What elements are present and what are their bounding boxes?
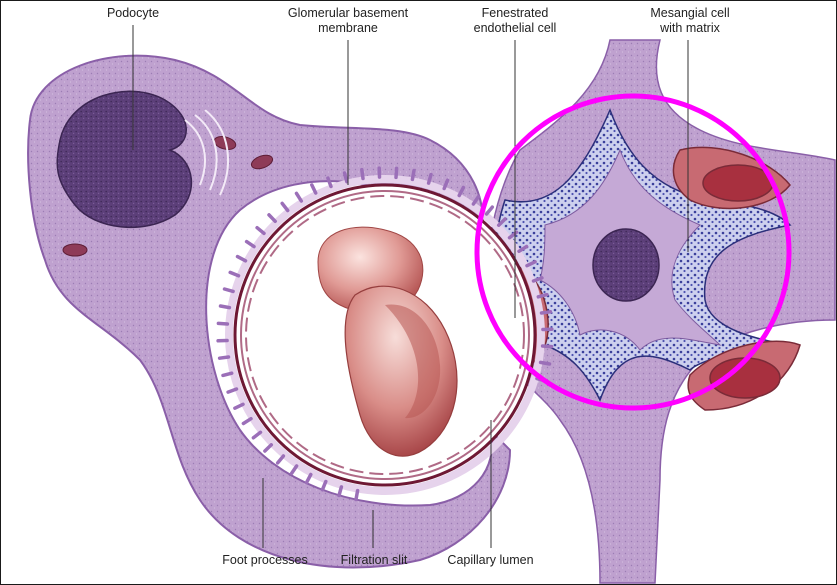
foot-process bbox=[294, 191, 304, 203]
foot-process bbox=[342, 171, 349, 184]
foot-process bbox=[217, 355, 231, 360]
foot-process bbox=[517, 244, 529, 254]
mesangial-nucleus bbox=[592, 228, 660, 302]
foot-process bbox=[233, 402, 245, 410]
label-foot-processes: Foot processes bbox=[222, 553, 308, 567]
foot-process bbox=[410, 168, 416, 182]
label-podocyte: Podocyte bbox=[106, 6, 160, 20]
foot-process bbox=[226, 387, 239, 394]
label-mesangial-cell: Mesangial cell with matrix bbox=[650, 6, 730, 35]
foot-process bbox=[360, 167, 365, 181]
foot-process bbox=[218, 304, 232, 310]
foot-process bbox=[326, 176, 333, 189]
foot-process bbox=[442, 178, 450, 191]
foot-process bbox=[228, 270, 241, 278]
foot-process bbox=[525, 260, 537, 268]
label-glomerular-basement-membrane: Glomerular basement membrane bbox=[287, 6, 409, 35]
foot-process bbox=[484, 205, 495, 216]
foot-process bbox=[471, 194, 481, 206]
foot-process bbox=[540, 344, 554, 349]
foot-process bbox=[244, 239, 256, 249]
foot-process bbox=[539, 310, 553, 315]
foot-process bbox=[496, 217, 507, 227]
foot-process bbox=[310, 183, 318, 195]
foot-process bbox=[216, 321, 230, 326]
foot-process bbox=[275, 454, 286, 465]
podocyte-nucleus bbox=[56, 90, 192, 228]
foot-process bbox=[235, 254, 248, 263]
foot-process bbox=[221, 371, 234, 378]
foot-process bbox=[222, 287, 235, 294]
foot-process bbox=[354, 488, 360, 502]
foot-process bbox=[241, 416, 253, 426]
foot-process bbox=[263, 443, 274, 453]
leader-lines bbox=[132, 25, 689, 548]
foot-process bbox=[255, 225, 266, 236]
label-capillary-lumen: Capillary lumen bbox=[447, 553, 534, 567]
label-fenestrated-endothelial-cell: Fenestrated endothelial cell bbox=[473, 6, 557, 35]
foot-process bbox=[320, 479, 328, 492]
foot-process bbox=[280, 201, 290, 213]
foot-process bbox=[394, 166, 399, 180]
foot-process bbox=[531, 276, 544, 283]
foot-process bbox=[267, 213, 277, 224]
label-filtration-slit: Filtration slit bbox=[340, 553, 408, 567]
foot-process bbox=[536, 292, 549, 299]
foot-process bbox=[337, 485, 344, 498]
red-blood-cells bbox=[317, 226, 458, 457]
foot-processes-group bbox=[216, 166, 554, 502]
foot-process bbox=[304, 472, 313, 485]
foot-process bbox=[289, 464, 299, 476]
foot-process bbox=[538, 360, 552, 366]
foot-process bbox=[426, 172, 433, 185]
foot-process bbox=[457, 185, 466, 198]
highlight-circle bbox=[474, 93, 792, 411]
golgi-lines bbox=[184, 109, 229, 196]
foot-process bbox=[251, 430, 263, 440]
